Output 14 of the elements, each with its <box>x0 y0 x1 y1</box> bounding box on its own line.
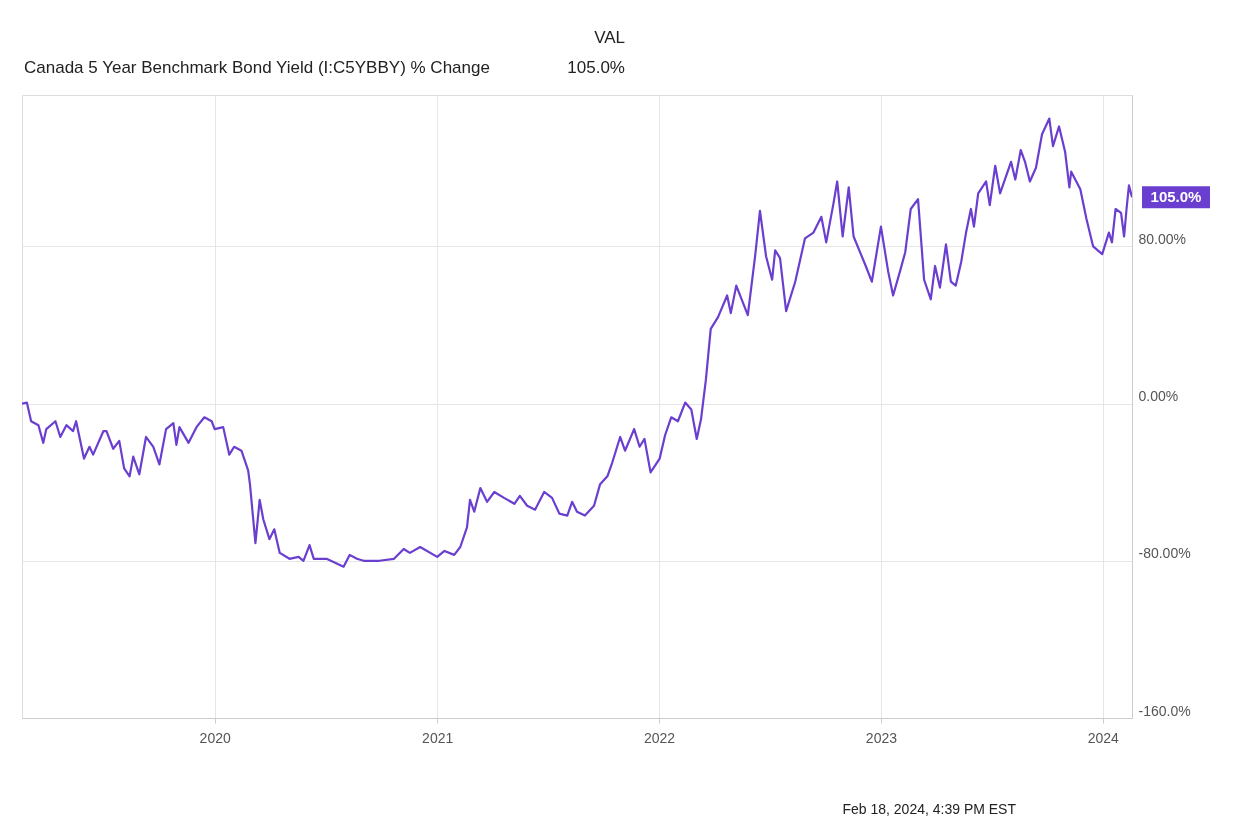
x-tick-label: 2022 <box>643 729 676 746</box>
x-tick-label: 2021 <box>422 729 454 746</box>
y-tick-label: 80.00% <box>1138 230 1186 247</box>
text: VAL <box>594 28 625 47</box>
annotation: 105.0% <box>1150 188 1202 206</box>
x-tick-label: 2020 <box>199 729 231 746</box>
y-tick-label: -80.00% <box>1138 545 1191 562</box>
chart-title: Canada 5 Year Benchmark Bond Yield (I:C5YBBY) % Change <box>24 58 490 77</box>
x-tick-label: 2024 <box>1087 729 1120 746</box>
x-tick-label: 2023 <box>865 729 898 746</box>
text: 105.0% <box>567 58 625 77</box>
text: Feb 18, 2024, 4:39 PM EST <box>842 801 1017 817</box>
y-tick-label: 0.00% <box>1138 388 1179 405</box>
y-tick-label: -160.0% <box>1138 702 1191 719</box>
